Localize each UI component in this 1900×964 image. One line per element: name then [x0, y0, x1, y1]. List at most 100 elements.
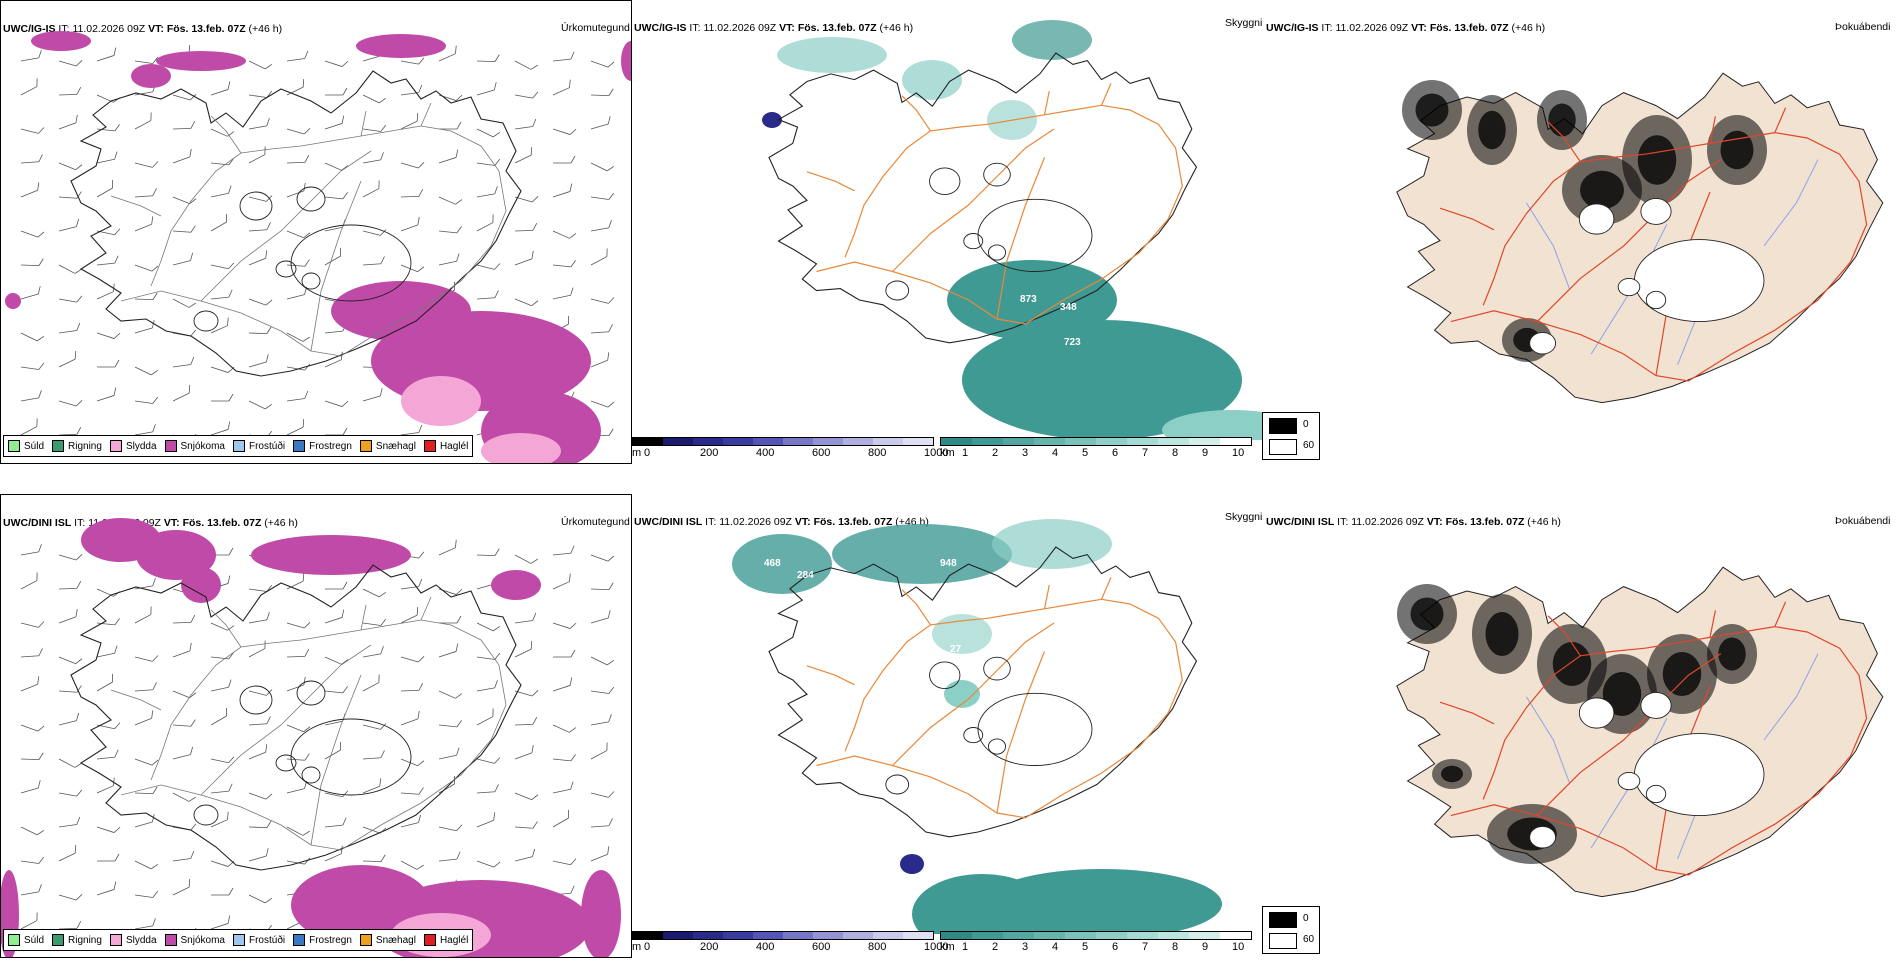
- road-network: [806, 83, 1183, 325]
- fog-indicator-map: [1396, 566, 1884, 898]
- precip-legend-label: Slydda: [125, 440, 157, 452]
- vt-value: Fös. 13.feb. 07Z: [182, 517, 262, 529]
- precip-legend: Súld Rigning Slydda Snjókoma Frostúði Frostre…: [3, 929, 474, 951]
- it-value: 11.02.2026 09Z: [72, 23, 146, 35]
- fog-legend-high-swatch: [1269, 912, 1297, 928]
- fog-legend-low: 60: [1303, 440, 1315, 451]
- visibility-value: 513: [817, 117, 834, 128]
- fog-legend-high-swatch: [1269, 418, 1297, 434]
- model-name: UWC/IG-IS: [1266, 22, 1319, 34]
- model-name: UWC/DINI ISL: [634, 516, 703, 528]
- precip-type-map: [1, 518, 621, 957]
- km-tick-label: 4: [1052, 941, 1059, 953]
- precip-legend-label: Haglél: [439, 440, 469, 452]
- iceland-coastline: [70, 70, 522, 377]
- km-tick-label: 9: [1202, 447, 1209, 459]
- lead-time: (+46 h): [248, 23, 283, 35]
- precip-legend-item: Snæhagl: [359, 440, 416, 452]
- m-tick-label: 1000: [924, 447, 949, 459]
- panel-title: UWC/DINI ISL IT: 11.02.2026 09Z VT: Fös.…: [1266, 516, 1561, 528]
- visibility-value: 723: [1064, 337, 1081, 348]
- m-tick-label: 400: [756, 447, 775, 459]
- it-label: IT:: [705, 516, 717, 528]
- precip-legend-swatch: [109, 440, 122, 452]
- visibility-colorbars: m km 0 200 400 600 800 1000 1 2 3 4 5 6 7 8 9 10: [632, 437, 1262, 467]
- glacier-outlines: [193, 186, 412, 332]
- visibility-value: 448: [822, 596, 839, 607]
- fog-label: Þokuábendi: [1835, 21, 1891, 33]
- visibility-map: 468 284 448 948 27 33 239: [732, 519, 1222, 934]
- precip-legend-label: Frostúði: [248, 440, 286, 452]
- km-tick-label: 2: [992, 941, 999, 953]
- unit-m: m: [632, 941, 642, 953]
- precip-legend-swatch: [359, 440, 372, 452]
- visibility-km-colorbar: [940, 437, 1252, 446]
- unit-m: m: [632, 447, 642, 459]
- road-network: [1439, 107, 1868, 382]
- iceland-coastline: [768, 546, 1198, 838]
- km-tick-label: 1: [962, 447, 969, 459]
- fog-legend-high: 0: [1303, 419, 1309, 430]
- visibility-m-colorbar: [632, 931, 934, 940]
- precip-legend-item: Súld: [8, 440, 44, 452]
- visibility-label: Skyggni: [1225, 511, 1262, 523]
- precip-legend-label: Frostregn: [309, 934, 352, 946]
- visibility-panel: UWC/DINI ISL IT: 11.02.2026 09Z VT: Fös.…: [632, 494, 1262, 964]
- precip-legend-swatch: [423, 440, 436, 452]
- visibility-value: 948: [940, 558, 957, 569]
- precip-legend-item: Frostúði: [232, 934, 286, 946]
- m-tick-label: 800: [868, 941, 887, 953]
- precip-type-map: [5, 31, 631, 463]
- precip-legend-label: Súld: [24, 934, 45, 946]
- precip-legend-label: Frostúði: [248, 934, 286, 946]
- glacier-outlines: [885, 656, 1093, 795]
- precip-legend-label: Snæhagl: [375, 934, 416, 946]
- visibility-values: 468 284 448 948 27 33 239: [764, 558, 964, 732]
- m-tick-label: 600: [812, 941, 831, 953]
- visibility-value: 873: [1020, 294, 1037, 305]
- glaciers: [1529, 692, 1765, 849]
- km-tick-label: 3: [1022, 941, 1029, 953]
- glacier-outlines: [885, 162, 1093, 301]
- model-name: UWC/IG-IS: [3, 23, 56, 35]
- panel-title: UWC/IG-IS IT: 11.02.2026 09Z VT: Fös. 13…: [1266, 22, 1545, 34]
- precip-legend-swatch: [232, 440, 245, 452]
- m-tick-label: 1000: [924, 941, 949, 953]
- fog-areas: [1397, 584, 1757, 864]
- it-label: IT:: [74, 517, 86, 529]
- unit-km: km: [940, 447, 955, 459]
- m-tick-label: 800: [868, 447, 887, 459]
- lead-time: (+46 h): [264, 517, 298, 529]
- visibility-colorbars: m km 0 200 400 600 800 1000 1 2 3 4 5 6 7 8 9 10: [632, 931, 1262, 961]
- vt-label: VT:: [163, 517, 180, 529]
- precip-legend-item: Snjókoma: [164, 934, 225, 946]
- vt-value: Fös. 13.feb. 07Z: [1445, 516, 1525, 528]
- visibility-value: 33: [900, 718, 912, 729]
- it-value: 11.02.2026 09Z: [1351, 516, 1424, 528]
- vt-value: Fös. 13.feb. 07Z: [813, 516, 893, 528]
- visibility-value: 73: [942, 350, 954, 361]
- km-tick-label: 4: [1052, 447, 1059, 459]
- fog-legend-high: 0: [1303, 913, 1309, 924]
- precip-legend-swatch: [293, 934, 306, 946]
- glacier-outlines: [193, 680, 412, 826]
- precip-legend: Súld Rigning Slydda Snjókoma Frostúði Frostre…: [3, 435, 474, 457]
- precip-legend-label: Slydda: [125, 934, 157, 946]
- vt-label: VT:: [148, 23, 164, 35]
- km-tick-label: 3: [1022, 447, 1029, 459]
- km-tick-label: 7: [1142, 941, 1149, 953]
- visibility-m-colorbar: [632, 437, 934, 446]
- fog-legend: 0 60: [1262, 906, 1320, 954]
- iceland-coastline: [768, 52, 1198, 344]
- road-network: [806, 577, 1183, 819]
- precip-legend-item: Frostregn: [293, 934, 352, 946]
- lead-time: (+46 h): [879, 22, 914, 34]
- vt-label: VT:: [1426, 516, 1443, 528]
- lead-time: (+46 h): [1527, 516, 1561, 528]
- visibility-km-colorbar: [940, 931, 1252, 940]
- km-tick-label: 10: [1232, 941, 1245, 953]
- precip-legend-label: Rigning: [68, 934, 102, 946]
- vt-value: Fös. 13.feb. 07Z: [797, 22, 877, 34]
- precip-legend-item: Frostregn: [293, 440, 352, 452]
- glaciers: [1529, 198, 1765, 355]
